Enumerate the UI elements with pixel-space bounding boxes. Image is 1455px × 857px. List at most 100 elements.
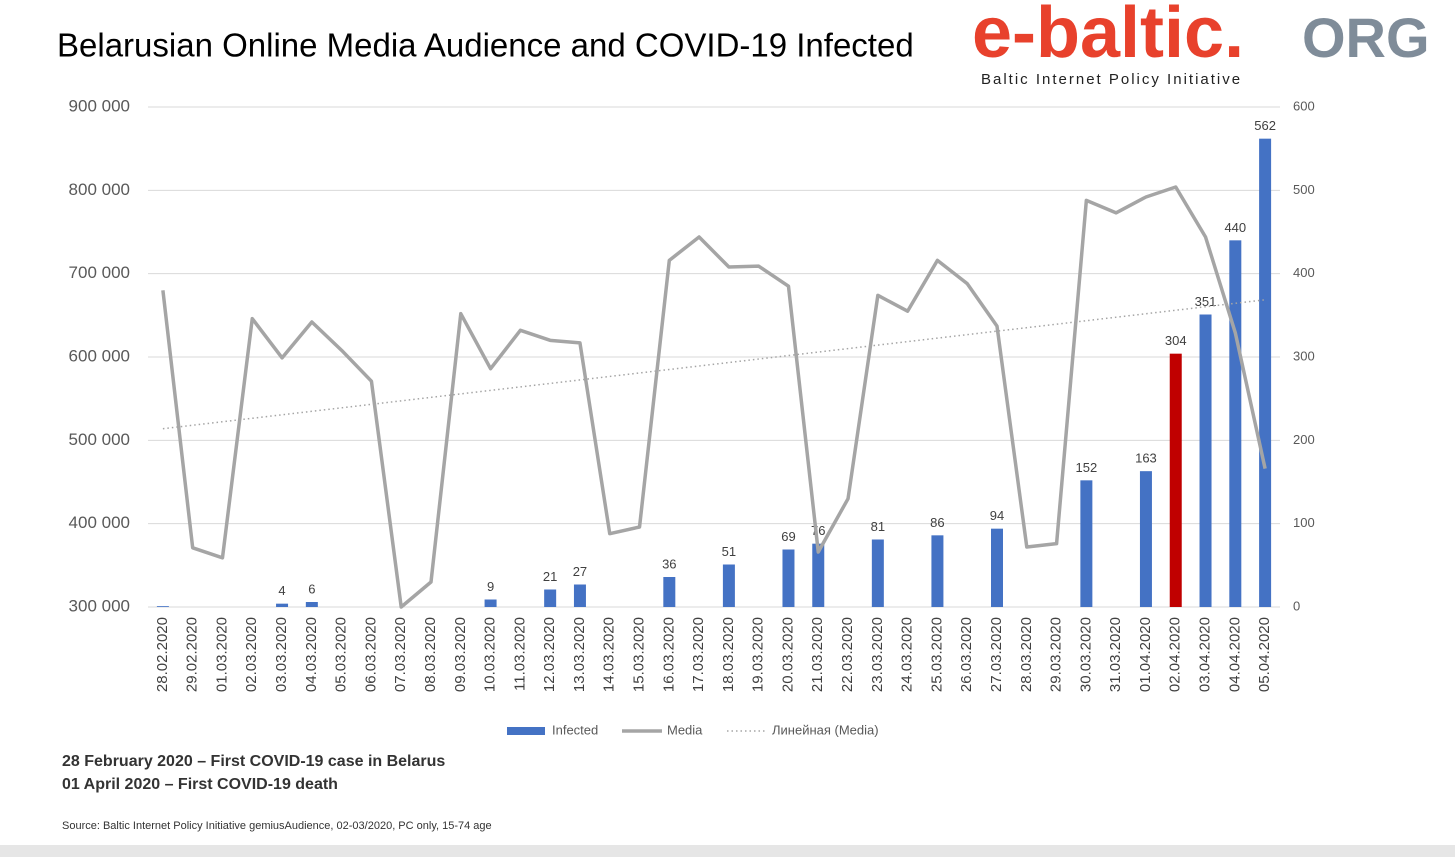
bar [1259,138,1272,607]
y2-tick-label: 0 [1293,598,1300,613]
y-tick-label: 400 000 [69,513,130,532]
x-tick-label: 25.03.2020 [928,617,945,692]
data-label: 27 [573,564,587,579]
x-tick-label: 20.03.2020 [779,617,796,692]
data-label: 4 [278,583,285,598]
data-label: 440 [1224,220,1246,235]
logo-suffix: ORG [1302,6,1430,69]
data-label: 36 [662,556,676,571]
y-tick-label: 300 000 [69,596,130,615]
bar [722,564,735,607]
x-tick-label: 01.04.2020 [1137,617,1154,692]
data-label: 163 [1135,451,1157,466]
trendline [162,299,1266,430]
bar [484,599,497,607]
legend-swatch [507,727,545,735]
x-tick-label: 14.03.2020 [601,617,618,692]
x-tick-label: 02.03.2020 [243,617,260,692]
x-tick-label: 26.03.2020 [958,617,975,692]
y2-tick-label: 400 [1293,265,1315,280]
logo-tagline: Baltic Internet Policy Initiative [981,71,1242,88]
x-tick-label: 03.04.2020 [1196,617,1213,692]
x-tick-label: 10.03.2020 [482,617,499,692]
x-tick-label: 02.04.2020 [1167,617,1184,692]
data-label: 9 [487,579,494,594]
data-label: 304 [1165,333,1187,348]
data-label: 86 [930,515,944,530]
data-label: 81 [871,519,885,534]
y2-tick-label: 300 [1293,348,1315,363]
legend-label: Infected [552,722,598,737]
y2-tick-label: 100 [1293,515,1315,530]
bar [1229,240,1242,608]
data-label: 69 [781,529,795,544]
bar [276,603,289,607]
x-tick-label: 30.03.2020 [1077,617,1094,692]
x-tick-label: 19.03.2020 [750,617,767,692]
y-tick-label: 800 000 [69,180,130,199]
x-tick-label: 21.03.2020 [809,617,826,692]
y2-tick-label: 600 [1293,98,1315,113]
x-tick-label: 09.03.2020 [452,617,469,692]
y2-tick-label: 500 [1293,182,1315,197]
legend-label: Media [667,722,703,737]
x-tick-label: 07.03.2020 [392,617,409,692]
data-label: 152 [1076,460,1098,475]
x-tick-label: 08.03.2020 [422,617,439,692]
y-tick-label: 600 000 [69,346,130,365]
legend-label: Линейная (Media) [772,722,879,737]
x-tick-label: 18.03.2020 [720,617,737,692]
bar [573,584,586,607]
y-tick-label: 700 000 [69,263,130,282]
x-tick-label: 11.03.2020 [511,617,528,691]
bar [991,528,1003,607]
x-tick-label: 13.03.2020 [571,617,588,692]
bar [663,577,676,607]
bar [305,602,318,607]
x-tick-label: 04.04.2020 [1226,617,1243,692]
x-tick-label: 17.03.2020 [690,617,707,692]
y-tick-label: 900 000 [69,96,130,115]
x-tick-label: 05.04.2020 [1256,617,1273,692]
x-tick-label: 12.03.2020 [541,617,558,692]
x-tick-label: 28.03.2020 [1018,617,1035,692]
y-tick-label: 500 000 [69,430,130,449]
data-label: 76 [811,523,825,538]
x-tick-label: 27.03.2020 [988,617,1005,692]
bar [156,606,169,607]
data-label: 51 [722,544,736,559]
x-tick-label: 05.03.2020 [333,617,350,692]
data-label: 21 [543,569,557,584]
x-tick-label: 16.03.2020 [660,617,677,692]
bar [544,589,557,607]
x-tick-label: 28.02.2020 [154,617,171,692]
bar [812,543,825,607]
note: 28 February 2020 – First COVID-19 case i… [62,753,445,770]
logo-brand: e-baltic. [972,0,1244,73]
bar [782,549,795,607]
bar [1139,471,1152,607]
data-label: 6 [308,581,315,596]
line [161,185,1267,609]
x-tick-label: 04.03.2020 [303,617,320,692]
x-tick-label: 24.03.2020 [899,617,916,692]
y2-tick-label: 200 [1293,432,1315,447]
x-tick-label: 22.03.2020 [839,617,856,692]
footer-bar [0,845,1455,857]
source: Source: Baltic Internet Policy Initiativ… [62,820,492,832]
x-tick-label: 31.03.2020 [1107,617,1124,692]
bar [1199,314,1212,607]
x-tick-label: 03.03.2020 [273,617,290,692]
chart-title: Belarusian Online Media Audience and COV… [57,27,914,64]
bar [871,539,884,607]
x-tick-label: 29.03.2020 [1048,617,1065,692]
bar [1169,353,1182,607]
data-label: 94 [990,508,1004,523]
bar [1080,480,1093,607]
x-tick-label: 23.03.2020 [869,617,886,692]
data-label: 351 [1195,294,1217,309]
x-tick-label: 15.03.2020 [630,617,647,692]
bar [931,535,944,607]
x-tick-label: 01.03.2020 [213,617,230,692]
